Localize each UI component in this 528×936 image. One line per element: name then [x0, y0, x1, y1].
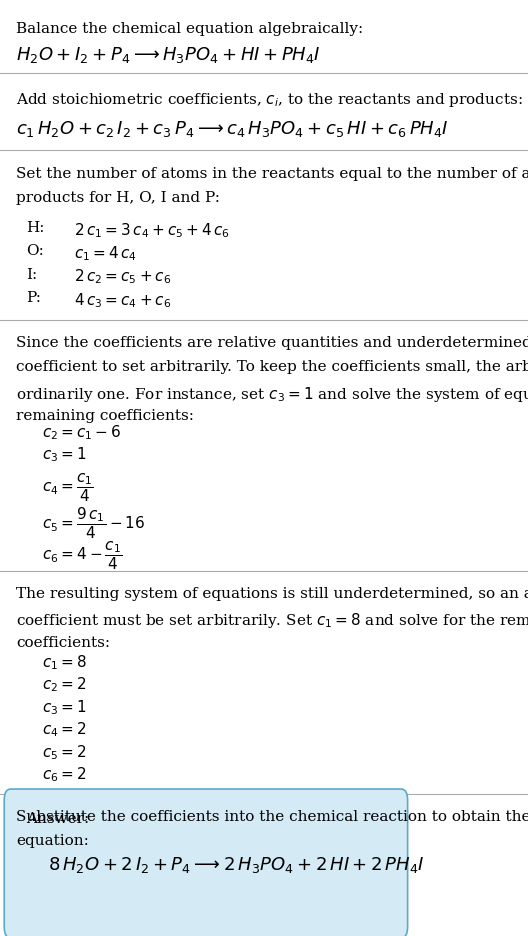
Text: Add stoichiometric coefficients, $c_i$, to the reactants and products:: Add stoichiometric coefficients, $c_i$, … — [16, 91, 523, 109]
Text: $4\,c_3 = c_4 + c_6$: $4\,c_3 = c_4 + c_6$ — [74, 291, 171, 310]
Text: Set the number of atoms in the reactants equal to the number of atoms in the: Set the number of atoms in the reactants… — [16, 167, 528, 181]
Text: $c_2 = 2$: $c_2 = 2$ — [42, 676, 87, 695]
Text: coefficients:: coefficients: — [16, 636, 110, 650]
Text: P:: P: — [26, 291, 41, 305]
Text: coefficient to set arbitrarily. To keep the coefficients small, the arbitrary va: coefficient to set arbitrarily. To keep … — [16, 360, 528, 374]
Text: $c_1 = 8$: $c_1 = 8$ — [42, 653, 87, 672]
Text: equation:: equation: — [16, 834, 89, 848]
Text: $c_3 = 1$: $c_3 = 1$ — [42, 698, 87, 717]
Text: $c_5 = 2$: $c_5 = 2$ — [42, 743, 87, 762]
FancyBboxPatch shape — [4, 789, 408, 936]
Text: Answer:: Answer: — [26, 812, 90, 826]
Text: Balance the chemical equation algebraically:: Balance the chemical equation algebraica… — [16, 22, 363, 36]
Text: $c_6 = 4 - \dfrac{c_1}{4}$: $c_6 = 4 - \dfrac{c_1}{4}$ — [42, 539, 122, 572]
Text: $2\,c_1 = 3\,c_4 + c_5 + 4\,c_6$: $2\,c_1 = 3\,c_4 + c_5 + 4\,c_6$ — [74, 221, 230, 240]
Text: Substitute the coefficients into the chemical reaction to obtain the balanced: Substitute the coefficients into the che… — [16, 810, 528, 824]
Text: $2\,c_2 = c_5 + c_6$: $2\,c_2 = c_5 + c_6$ — [74, 268, 171, 286]
Text: $c_2 = c_1 - 6$: $c_2 = c_1 - 6$ — [42, 423, 121, 442]
Text: $8\,H_2O + 2\,I_2 + P_4 \longrightarrow 2\,H_3PO_4 + 2\,HI + 2\,PH_4I$: $8\,H_2O + 2\,I_2 + P_4 \longrightarrow … — [48, 855, 424, 874]
Text: O:: O: — [26, 244, 44, 258]
Text: Since the coefficients are relative quantities and underdetermined, choose a: Since the coefficients are relative quan… — [16, 336, 528, 350]
Text: products for H, O, I and P:: products for H, O, I and P: — [16, 191, 220, 205]
Text: $c_1\, H_2O + c_2\, I_2 + c_3\, P_4 \longrightarrow c_4\, H_3PO_4 + c_5\, HI + c: $c_1\, H_2O + c_2\, I_2 + c_3\, P_4 \lon… — [16, 119, 449, 139]
Text: ordinarily one. For instance, set $c_3 = 1$ and solve the system of equations fo: ordinarily one. For instance, set $c_3 =… — [16, 385, 528, 403]
Text: $c_1 = 4\,c_4$: $c_1 = 4\,c_4$ — [74, 244, 137, 263]
Text: $c_3 = 1$: $c_3 = 1$ — [42, 446, 87, 464]
Text: coefficient must be set arbitrarily. Set $c_1 = 8$ and solve for the remaining: coefficient must be set arbitrarily. Set… — [16, 611, 528, 630]
Text: $c_4 = 2$: $c_4 = 2$ — [42, 721, 87, 739]
Text: $c_4 = \dfrac{c_1}{4}$: $c_4 = \dfrac{c_1}{4}$ — [42, 472, 94, 505]
Text: The resulting system of equations is still underdetermined, so an additional: The resulting system of equations is sti… — [16, 587, 528, 601]
Text: remaining coefficients:: remaining coefficients: — [16, 409, 194, 423]
Text: H:: H: — [26, 221, 45, 235]
Text: $H_2O + I_2 + P_4 \longrightarrow H_3PO_4 + HI + PH_4I$: $H_2O + I_2 + P_4 \longrightarrow H_3PO_… — [16, 45, 320, 65]
Text: $c_6 = 2$: $c_6 = 2$ — [42, 766, 87, 784]
Text: $c_5 = \dfrac{9\,c_1}{4} - 16$: $c_5 = \dfrac{9\,c_1}{4} - 16$ — [42, 505, 146, 541]
Text: I:: I: — [26, 268, 37, 282]
